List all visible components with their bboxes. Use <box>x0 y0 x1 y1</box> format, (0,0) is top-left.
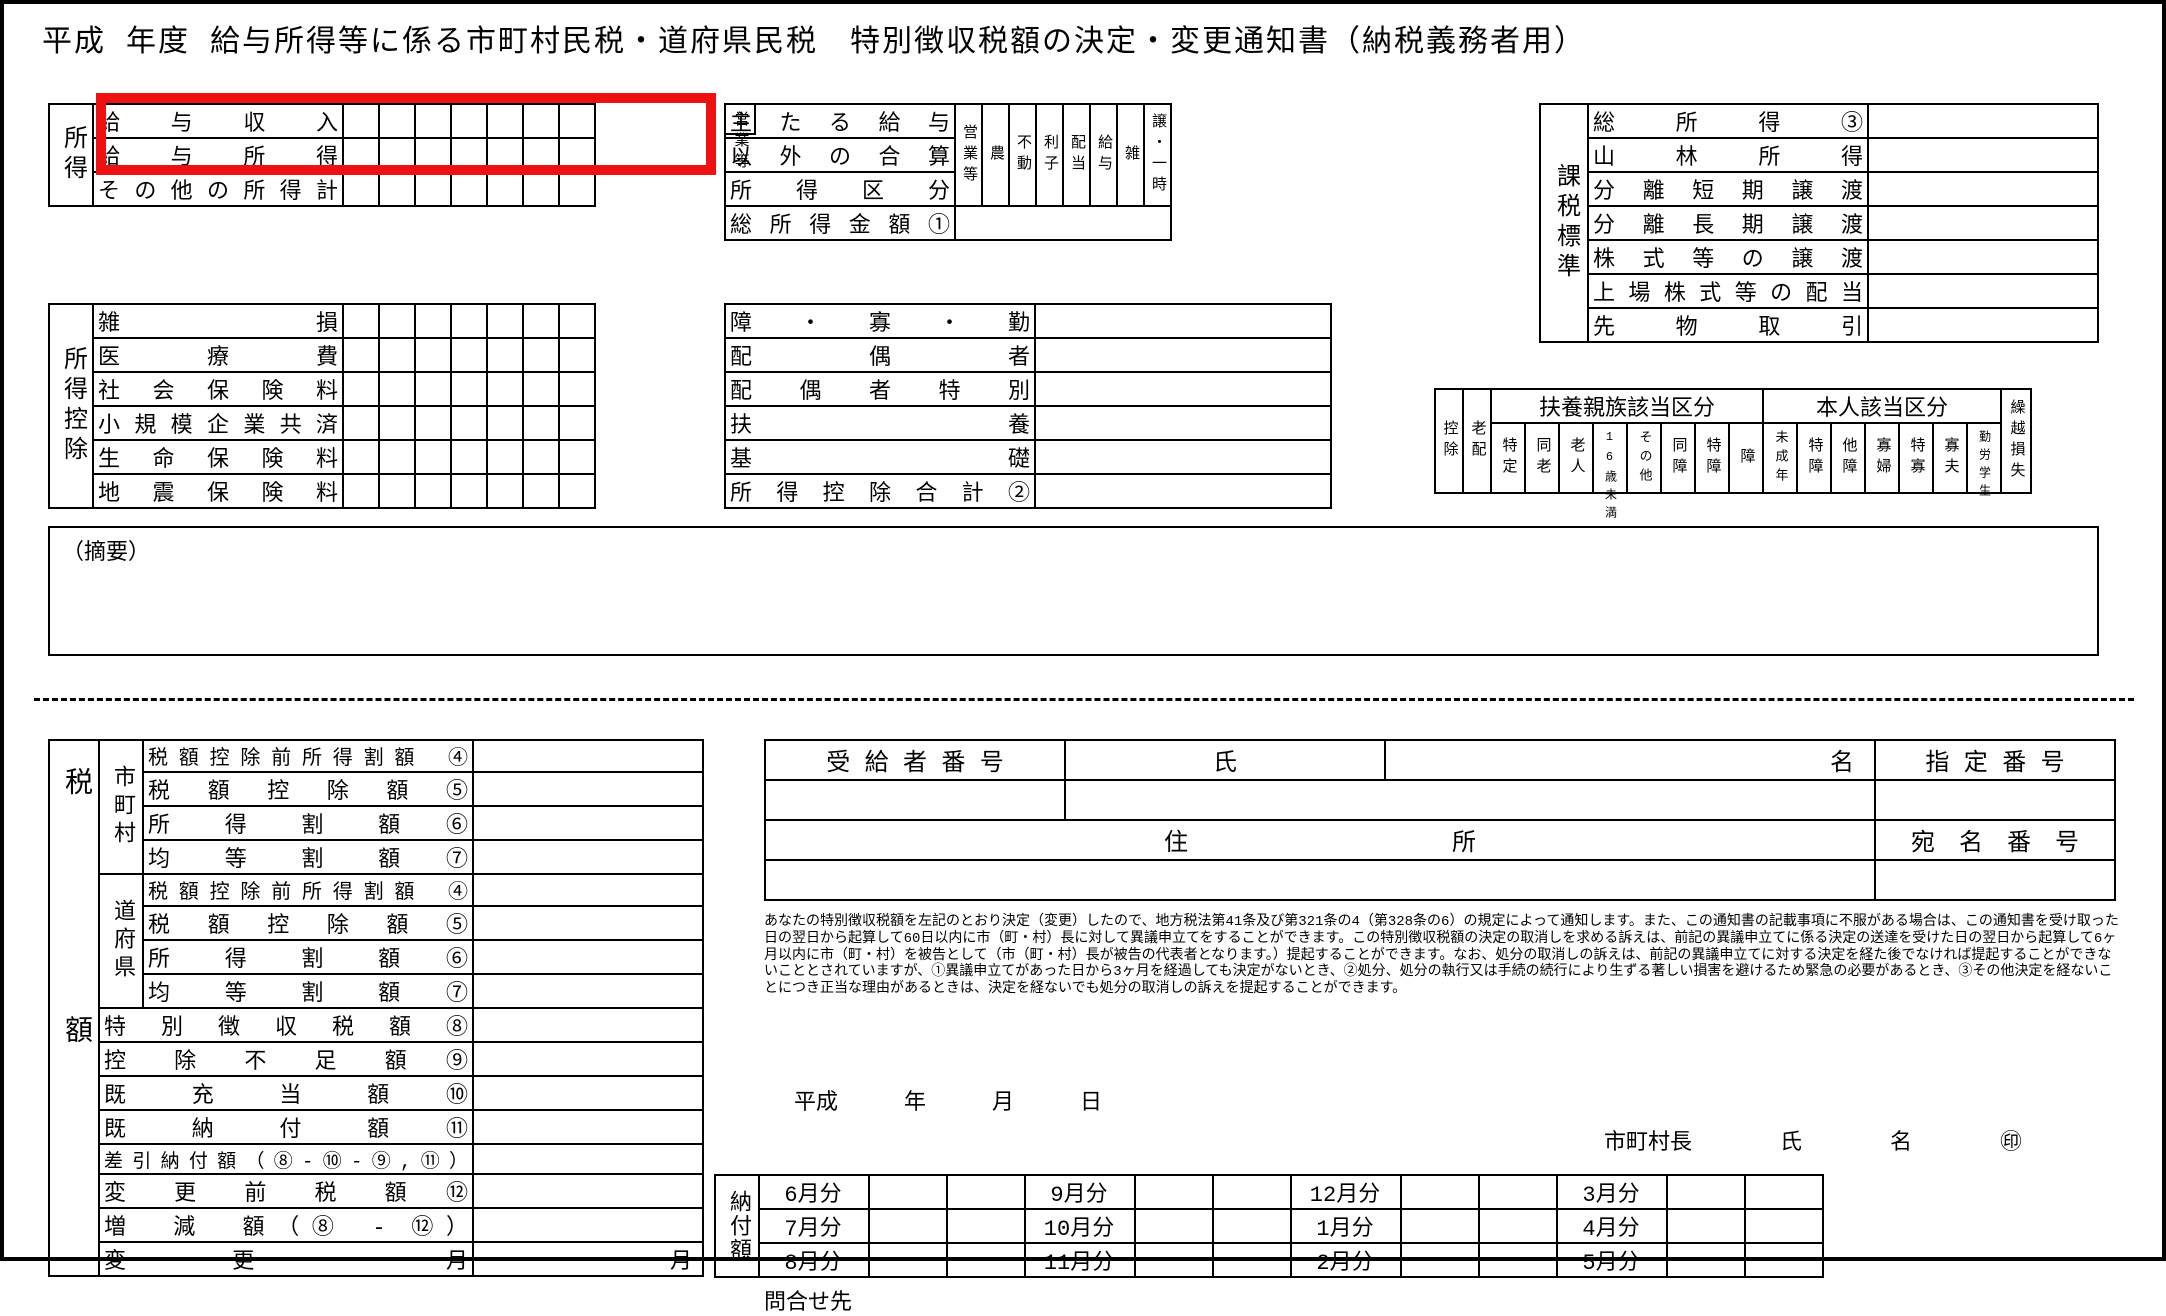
deduction-left: 所得控除 雑 損 医 療 費 社 会 保 険 料 小規模企業共済 生 命 保 険… <box>48 303 596 509</box>
mi-row3: 所 得 区 分 <box>725 172 955 206</box>
months-table: 納付額 6月分 9月分 12月分 3月分 7月分 10月分 1月分 4月分 8月… <box>714 1174 1824 1278</box>
era: 平成 <box>42 16 106 61</box>
nendo: 年度 <box>126 16 190 61</box>
deduction-right: 障 ・ 寡 ・ 勤 配 偶 者 配 偶 者 特 別 扶 養 基 礎 所 得 控 … <box>724 303 1332 509</box>
cell <box>343 104 379 138</box>
row-salary-income: 給 与 収 入 <box>93 104 343 138</box>
kazei-block: 課税標準 総 所 得 ③ 山 林 所 得 分 離 短 期 譲 渡 分 離 長 期… <box>1539 103 2099 343</box>
title-main: 給与所得等に係る市町村民税・道府県民税 特別徴収税額の決定・変更通知書（納税義務… <box>210 16 1586 61</box>
summary-box: （摘要） <box>48 526 2099 656</box>
recipient-table: 受 給 者 番 号 氏 名 指 定 番 号 住 所 宛 名 番 号 <box>764 739 2116 901</box>
row-salary-earned: 給 与 所 得 <box>93 138 343 172</box>
document-title: 平成 年度 給与所得等に係る市町村民税・道府県民税 特別徴収税額の決定・変更通知… <box>34 12 2132 73</box>
income-side-label: 所得 <box>49 104 93 206</box>
notice-text: あなたの特別徴収税額を左記のとおり決定（変更）したので、地方税法第41条及び第3… <box>764 914 2124 998</box>
page-root: 平成 年度 給与所得等に係る市町村民税・道府県民税 特別徴収税額の決定・変更通知… <box>0 0 2166 1261</box>
mi-row4: 総 所 得 金 額 ① <box>725 206 955 240</box>
mayor-line: 市町村長 氏 名 ㊞ <box>1604 1124 2022 1156</box>
income-left-block: 所得 給 与 収 入 給 与 所 得 その他の所得計 <box>48 103 596 207</box>
date-line: 平成 年 月 日 <box>794 1084 1102 1116</box>
kazei-side: 課税標準 <box>1540 104 1588 342</box>
main-income-block: 営業等 主 た る 給 与 営業等 農 不動 利子 配当 給与 雑 譲・一時 以… <box>724 103 756 135</box>
fuyo-block: 控除 老配 扶養親族該当区分 本人該当区分 繰越損失 特定 同老 老人 16歳未… <box>1434 388 2032 494</box>
row-other-total: その他の所得計 <box>93 172 343 206</box>
toiawase: 問合せ先 <box>764 1284 852 1316</box>
tax-block: 税額 市町村 税額控除前所得割額 ④ 税 額 控 除 額 ⑤ 所 得 割 額 ⑥… <box>48 739 704 1277</box>
cut-line <box>34 698 2134 701</box>
mi-row1: 主 た る 給 与 <box>725 104 955 138</box>
mi-row2: 以 外 の 合 算 <box>725 138 955 172</box>
